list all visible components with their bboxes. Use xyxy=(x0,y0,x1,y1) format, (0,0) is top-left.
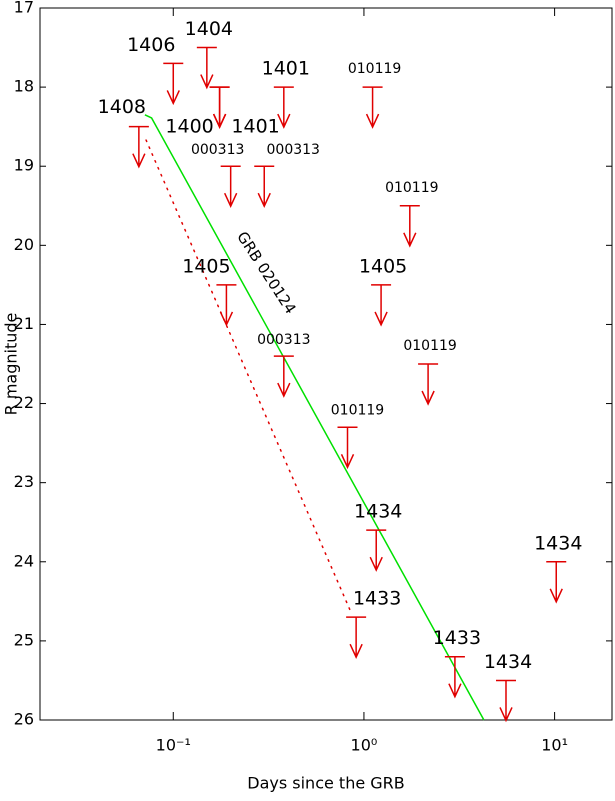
upper-limit-arrow xyxy=(216,284,237,327)
limit-label: 1401 xyxy=(231,116,279,138)
upper-limit-arrow xyxy=(273,86,294,129)
upper-limit-arrow xyxy=(209,86,230,129)
x-tick-label: 10⁰ xyxy=(351,736,378,755)
limit-label: 1404 xyxy=(185,18,233,40)
limit-label: 010119 xyxy=(403,338,456,354)
model-line xyxy=(144,114,485,721)
plot-frame xyxy=(39,7,613,721)
upper-limit-arrow xyxy=(546,561,567,604)
upper-limit-arrow xyxy=(399,205,420,248)
y-tick-label: 26 xyxy=(14,710,34,729)
upper-limit-arrow xyxy=(346,616,367,659)
y-tick-label: 24 xyxy=(14,551,34,570)
limit-label: 1433 xyxy=(353,588,401,610)
limit-label: 1408 xyxy=(98,96,146,118)
y-tick-label: 25 xyxy=(14,630,34,649)
limit-label: 010119 xyxy=(348,61,401,77)
limit-label: 010119 xyxy=(331,402,384,418)
limit-label: 000313 xyxy=(267,142,320,158)
y-axis-label: R magnitude xyxy=(2,313,21,416)
limit-label: 1400 xyxy=(165,116,213,138)
upper-limit-arrow xyxy=(273,355,294,398)
upper-limit-arrow xyxy=(418,363,439,406)
upper-limit-arrow xyxy=(196,46,217,90)
y-tick-label: 21 xyxy=(14,314,34,333)
x-tick-label: 10¹ xyxy=(541,736,568,755)
upper-limit-arrow xyxy=(362,86,383,129)
limit-label: 1434 xyxy=(484,651,532,673)
dotted-line xyxy=(145,139,351,611)
annotation: GRB 020124 xyxy=(233,228,299,317)
y-tick-label: 20 xyxy=(14,235,34,254)
upper-limit-arrow xyxy=(371,284,392,327)
limit-label: 1401 xyxy=(262,58,310,80)
limit-label: 000313 xyxy=(257,332,310,348)
limit-label: 1433 xyxy=(433,627,481,649)
upper-limit-arrow xyxy=(128,125,149,169)
limit-label: 010119 xyxy=(385,180,438,196)
limit-label: 1405 xyxy=(359,255,407,277)
y-tick-label: 17 xyxy=(14,0,34,17)
limit-label: 000313 xyxy=(191,142,244,158)
y-tick-label: 22 xyxy=(14,393,34,412)
limit-label: 1434 xyxy=(534,532,582,554)
upper-limit-arrow xyxy=(163,62,184,106)
upper-limit-arrow xyxy=(366,529,387,572)
upper-limit-arrow xyxy=(337,426,358,470)
y-tick-label: 18 xyxy=(14,77,34,96)
upper-limit-arrow xyxy=(495,679,516,723)
y-tick-label: 23 xyxy=(14,472,34,491)
limit-label: 1406 xyxy=(127,34,175,56)
upper-limit-arrow xyxy=(254,165,275,209)
limit-label: 1434 xyxy=(354,501,402,523)
x-axis-label: Days since the GRB xyxy=(247,774,405,793)
upper-limit-arrow xyxy=(444,655,465,699)
x-tick-label: 10⁻¹ xyxy=(156,736,191,755)
y-tick-label: 19 xyxy=(14,156,34,175)
limit-label: 1405 xyxy=(182,255,230,277)
upper-limit-arrow xyxy=(220,165,241,209)
